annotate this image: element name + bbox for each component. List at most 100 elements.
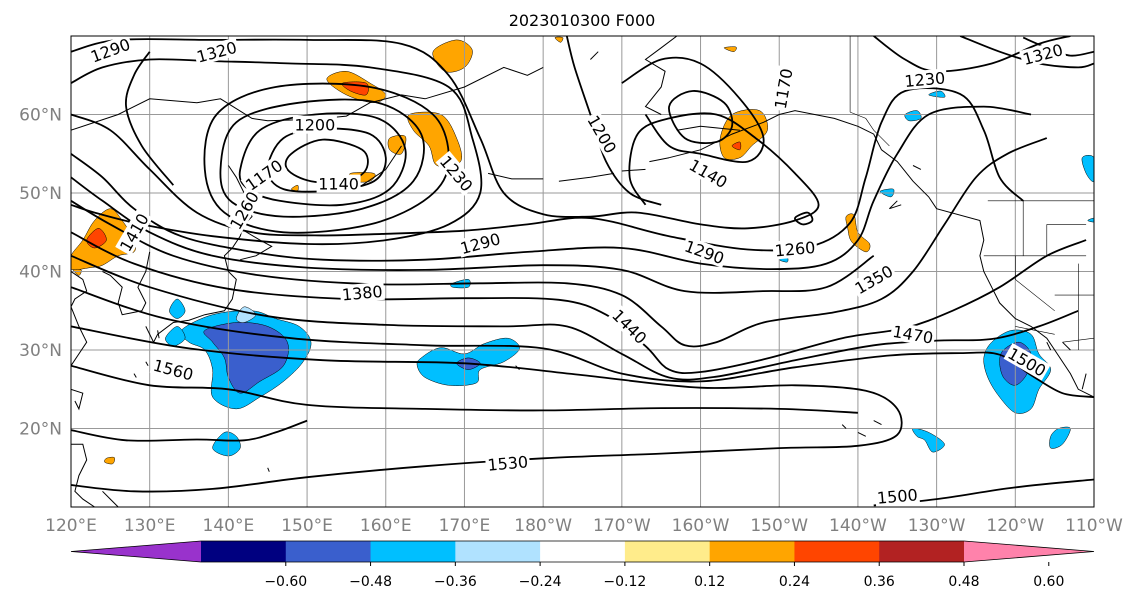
latitude-labels: 60°N 50°N 40°N 30°N 20°N (19, 106, 62, 440)
contour-label-gap (1019, 39, 1067, 69)
contour-label-gap (316, 174, 361, 193)
colorbar-tick-label: 0.60 (1033, 574, 1064, 590)
latitude-label: 60°N (19, 106, 62, 126)
contour-label-gap (874, 485, 921, 507)
height-contour (71, 176, 875, 294)
latitude-label: 50°N (19, 184, 62, 204)
coastline (361, 145, 402, 186)
contour-label-gap (225, 186, 263, 234)
contour-label-gap (193, 37, 241, 67)
colorbar-swatch (370, 541, 456, 562)
coastline (71, 443, 95, 507)
height-contour (71, 58, 483, 246)
longitude-label: 140°E (203, 516, 255, 536)
longitude-label: 120°W (986, 516, 1044, 536)
height-contour (219, 98, 425, 218)
anomaly-region (104, 456, 115, 465)
coastline (558, 172, 615, 182)
contour-label-gap (86, 36, 135, 67)
coastline (102, 251, 151, 316)
height-contour (794, 211, 814, 226)
height-contour (71, 325, 903, 493)
coastline (841, 424, 847, 429)
contour-label-group: 1230 (902, 68, 948, 91)
political-border (849, 111, 890, 147)
contour-label-gap (435, 150, 478, 197)
contour-label: 1380 (341, 282, 383, 304)
anomaly-region (904, 110, 922, 122)
coastline (644, 36, 678, 115)
coastline (889, 200, 902, 210)
contour-label-gap (902, 68, 948, 91)
contour-label-group: 1140 (316, 174, 361, 194)
coastline (912, 165, 922, 170)
coastline (1046, 341, 1052, 351)
height-contour (71, 419, 308, 442)
colorbar-tick-label: −0.48 (349, 574, 392, 590)
longitude-label: 160°W (672, 516, 730, 536)
coastlines (71, 36, 1094, 507)
longitude-label: 180°W (514, 516, 572, 536)
longitude-label: 120°E (45, 516, 97, 536)
coastline (1062, 341, 1071, 351)
height-contour (71, 364, 858, 414)
coastline (1081, 373, 1087, 390)
contour-label-group: 1170 (770, 65, 797, 112)
coastline (133, 373, 137, 378)
coastline (239, 227, 273, 261)
contour-label: 1260 (774, 238, 816, 260)
anomaly-region (731, 141, 742, 151)
colorbar-tick-label: −0.36 (434, 574, 477, 590)
longitude-label: 150°E (281, 516, 333, 536)
colorbar-outline (70, 540, 1095, 563)
contour-label-gap (292, 115, 337, 134)
contour-label: 1500 (876, 485, 918, 507)
contour-label: 1140 (318, 175, 359, 194)
longitude-label: 170°W (593, 516, 651, 536)
coastline (71, 388, 84, 411)
height-contour (71, 137, 1048, 348)
contour-label-gap (240, 154, 287, 195)
longitude-label: 140°W (829, 516, 887, 536)
latitude-label: 20°N (19, 420, 62, 440)
height-contour (71, 254, 1079, 381)
coastline (857, 431, 867, 437)
latitude-label: 40°N (19, 263, 62, 283)
contour-label-gap (456, 228, 504, 258)
contour-label-gap (684, 154, 732, 193)
longitude-label: 150°W (750, 516, 808, 536)
anomaly-region (1087, 217, 1094, 223)
colorbar-tick-label: 0.24 (779, 574, 810, 590)
longitude-labels: 120°E 130°E 140°E 150°E 160°E 170°E 180°W 170°W… (45, 516, 1123, 536)
colorbar-tick-label: 0.36 (864, 574, 895, 590)
height-contour (873, 36, 1071, 73)
contour-label-group: 1380 (339, 281, 385, 304)
anomaly-region (1049, 426, 1071, 449)
anomaly-region (73, 268, 82, 276)
political-border (1015, 326, 1055, 335)
colorbar-tick-label: −0.60 (264, 574, 307, 590)
longitude-label: 160°E (360, 516, 412, 536)
gridlines (71, 36, 1094, 507)
map-frame (70, 35, 1095, 508)
political-border (1062, 337, 1094, 343)
height-contours (71, 36, 1094, 507)
contour-label-gap (1003, 343, 1051, 381)
coastline (71, 271, 88, 308)
contour-label: 1200 (295, 116, 336, 135)
longitude-label: 170°E (439, 516, 491, 536)
contour-label-gap (484, 452, 531, 474)
coastline (267, 467, 270, 472)
contour-label: 1230 (904, 68, 946, 90)
colorbar-tick-label: −0.12 (603, 574, 646, 590)
height-contour (71, 87, 1024, 252)
longitude-label: 130°E (124, 516, 176, 536)
coastline (621, 168, 646, 172)
longitude-label: 130°W (908, 516, 966, 536)
colorbar-extend-high (964, 541, 1094, 562)
coastline (102, 490, 119, 507)
colorbar-swatch (201, 541, 287, 562)
contour-label-gap (889, 321, 937, 347)
height-contour (125, 51, 175, 186)
contour-label-group: 1260 (772, 237, 818, 260)
